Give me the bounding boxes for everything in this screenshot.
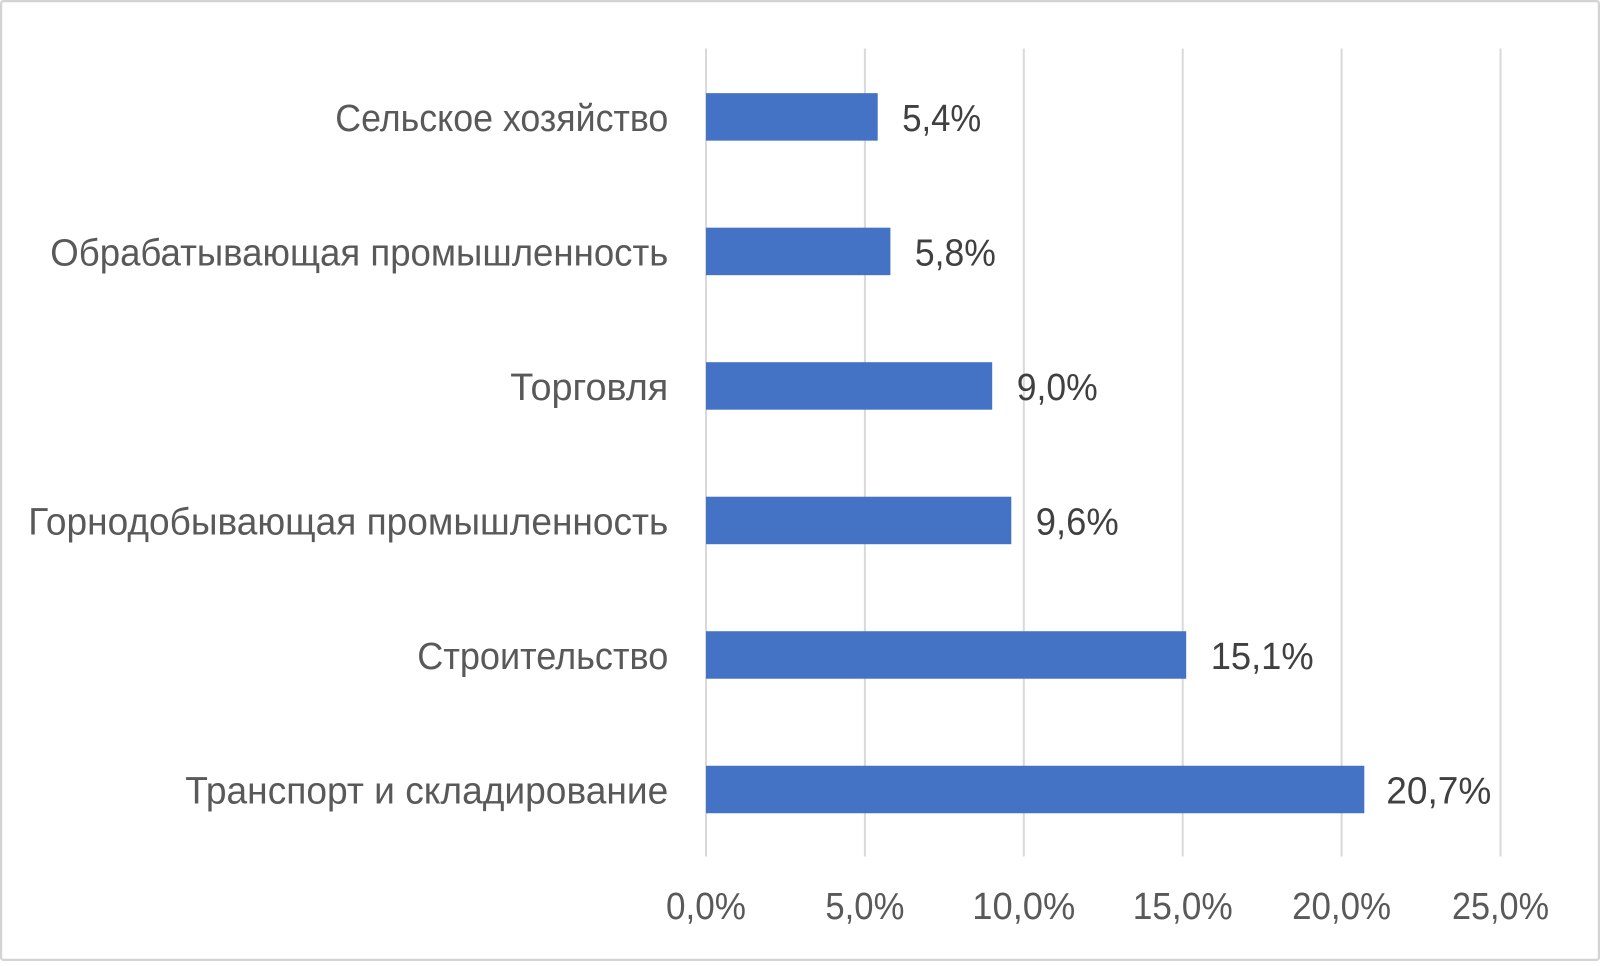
svg-text:Горнодобывающая промышленность: Горнодобывающая промышленность <box>28 501 668 543</box>
svg-text:Транспорт и складирование: Транспорт и складирование <box>185 771 668 813</box>
svg-text:Строительство: Строительство <box>417 636 668 678</box>
svg-text:5,0%: 5,0% <box>825 886 904 928</box>
svg-text:9,0%: 9,0% <box>1017 367 1098 409</box>
svg-text:5,4%: 5,4% <box>902 98 981 140</box>
svg-text:10,0%: 10,0% <box>972 886 1075 928</box>
svg-text:9,6%: 9,6% <box>1036 501 1119 543</box>
svg-text:15,1%: 15,1% <box>1211 636 1314 678</box>
svg-text:Торговля: Торговля <box>510 367 668 409</box>
svg-text:Сельское хозяйство: Сельское хозяйство <box>335 98 668 140</box>
svg-text:20,7%: 20,7% <box>1386 771 1491 813</box>
svg-text:0,0%: 0,0% <box>666 886 746 928</box>
svg-text:5,8%: 5,8% <box>915 232 996 274</box>
svg-text:Обрабатывающая промышленность: Обрабатывающая промышленность <box>50 232 668 274</box>
svg-text:15,0%: 15,0% <box>1133 886 1233 928</box>
svg-text:25,0%: 25,0% <box>1452 886 1549 928</box>
svg-text:20,0%: 20,0% <box>1292 886 1391 928</box>
